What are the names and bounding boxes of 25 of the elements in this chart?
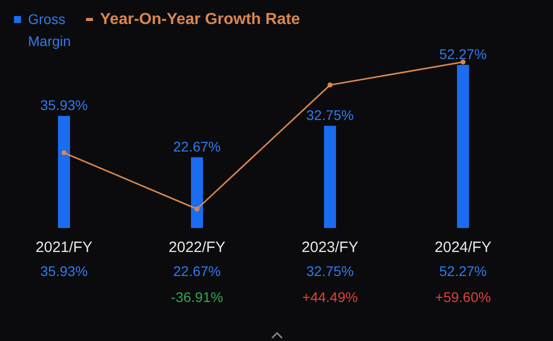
text: 22.67%: [173, 138, 221, 154]
data-label: +59.60%: [435, 289, 491, 305]
point: [328, 82, 332, 88]
data-label: 32.75%: [306, 263, 354, 279]
x-tick-label: 2021/FY: [36, 239, 92, 256]
data-label: 22.67%: [173, 263, 221, 279]
point: [62, 150, 66, 156]
x-tick-label: 2024/FY: [434, 239, 492, 256]
data-label: 35.93%: [40, 263, 88, 279]
text: 35.93%: [40, 96, 88, 113]
bar: [191, 157, 203, 228]
bar: [324, 126, 336, 228]
data-label: +44.49%: [302, 289, 358, 305]
x-tick-label: 2022/FY: [168, 239, 226, 256]
point: [194, 206, 200, 212]
data-label: 52.27%: [439, 263, 487, 279]
bar: [58, 116, 70, 228]
legend-label: Gross Margin: [28, 11, 71, 49]
bar: [457, 64, 469, 228]
point: [460, 60, 466, 64]
data-label: -36.91%: [170, 289, 224, 305]
x-tick-label: 2023/FY: [302, 239, 358, 256]
text: 32.75%: [306, 106, 354, 123]
legend-label: Year-On-Year Growth Rate: [100, 11, 300, 28]
text: 52.27%: [439, 46, 487, 62]
